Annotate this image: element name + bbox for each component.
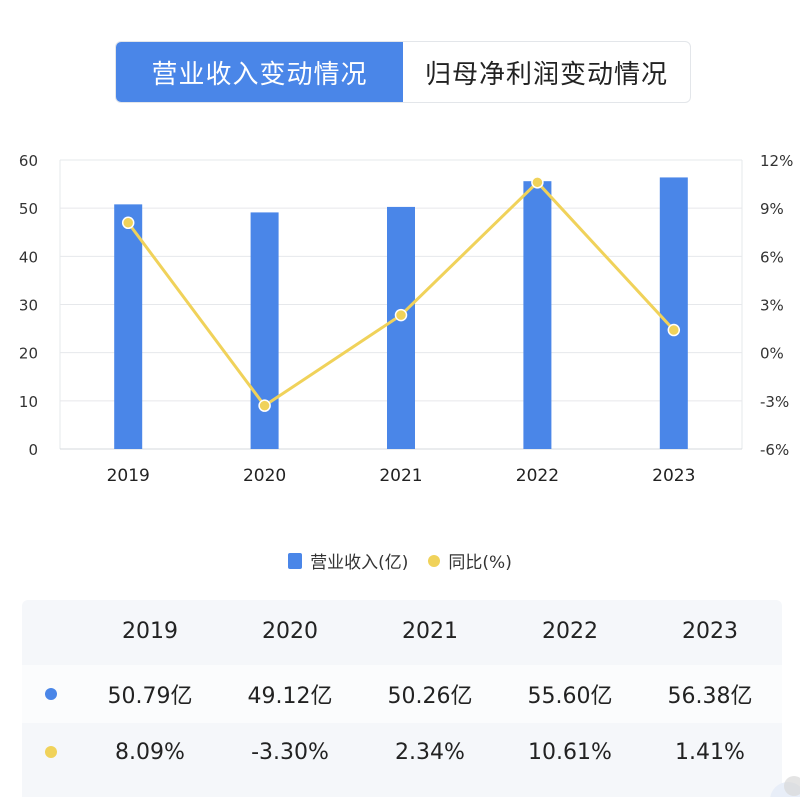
yellow-dot-icon: [45, 746, 57, 758]
left-axis-tick-label: 0: [28, 441, 38, 459]
blue-dot-icon: [45, 688, 57, 700]
tab-net-profit-change[interactable]: 归母净利润变动情况: [424, 59, 668, 90]
revenue-row-marker: [22, 688, 80, 700]
left-axis-tick-label: 30: [19, 297, 38, 315]
tab-revenue-change[interactable]: 营业收入变动情况: [116, 42, 403, 102]
table-row-revenue: 50.79亿 49.12亿 50.26亿 55.60亿 56.38亿: [22, 665, 782, 723]
revenue-bar: [250, 212, 279, 449]
table-cell: 49.12亿: [247, 684, 333, 709]
yoy-point: [394, 308, 408, 322]
legend-dot-swatch: [428, 554, 441, 567]
revenue-bar: [659, 177, 688, 449]
chart-tab-switcher: 营业收入变动情况 归母净利润变动情况: [115, 41, 691, 103]
revenue-bar: [114, 204, 143, 449]
left-axis-tick-label: 50: [19, 200, 38, 218]
table-cell: 1.41%: [675, 739, 745, 765]
right-axis-tick-label: 3%: [760, 297, 784, 315]
table-cell: 55.60亿: [527, 684, 613, 709]
x-axis-tick-label: 2021: [379, 466, 422, 486]
right-axis-tick-label: 0%: [760, 345, 784, 363]
table-cell: 56.38亿: [667, 684, 753, 709]
table-cell: 8.09%: [115, 739, 185, 765]
yoy-row-marker: [22, 746, 80, 758]
legend-item-yoy[interactable]: 同比(%): [428, 548, 512, 573]
right-axis-tick-label: 12%: [760, 152, 793, 170]
legend-bar-swatch: [288, 552, 303, 569]
table-header-cell: 2021: [402, 618, 458, 644]
x-axis-tick-label: 2019: [107, 466, 150, 486]
table-cell: -3.30%: [251, 739, 329, 765]
yoy-point: [121, 216, 135, 230]
left-axis-tick-label: 10: [19, 393, 38, 411]
corner-decoration: [770, 776, 800, 797]
left-axis-tick-label: 60: [19, 152, 38, 170]
table-cell: 10.61%: [528, 739, 612, 765]
right-axis-tick-label: 9%: [760, 200, 784, 218]
x-axis-tick-label: 2023: [652, 466, 695, 486]
table-header-cell: 2020: [262, 618, 318, 644]
legend-label-yoy: 同比(%): [448, 553, 512, 573]
right-axis-tick-label: -3%: [760, 393, 789, 411]
chart-legend: 营业收入(亿) 同比(%): [0, 548, 800, 573]
data-table: 2019 2020 2021 2022 2023 50.79亿 49.12亿 5…: [22, 600, 782, 797]
x-axis-tick-label: 2020: [243, 466, 286, 486]
table-cell: 2.34%: [395, 739, 465, 765]
table-cell: 50.79亿: [107, 684, 193, 709]
left-axis-tick-label: 20: [19, 345, 38, 363]
revenue-bar: [523, 181, 552, 449]
table-header-cell: 2022: [542, 618, 598, 644]
revenue-combo-chart: 0 10 20 30 40 50 60 -6% -3% 0% 3% 6% 9% 12% 2019 2020 20…: [19, 152, 793, 486]
right-axis-tick-label: 6%: [760, 248, 784, 266]
legend-label-revenue: 营业收入(亿): [310, 553, 409, 573]
table-header-cell: 2019: [122, 618, 178, 644]
table-header-row: 2019 2020 2021 2022 2023: [22, 602, 782, 660]
right-axis-tick-label: -6%: [760, 441, 789, 459]
yoy-point: [531, 176, 544, 189]
table-cell: 50.26亿: [387, 684, 473, 709]
table-row-yoy: 8.09% -3.30% 2.34% 10.61% 1.41%: [22, 723, 782, 781]
revenue-bar: [387, 206, 415, 449]
legend-item-revenue[interactable]: 营业收入(亿): [288, 548, 408, 573]
x-axis-tick-label: 2022: [516, 466, 559, 486]
yoy-point: [258, 399, 271, 412]
yoy-point: [667, 323, 681, 337]
left-axis-tick-label: 40: [19, 248, 38, 266]
table-header-cell: 2023: [682, 618, 738, 644]
